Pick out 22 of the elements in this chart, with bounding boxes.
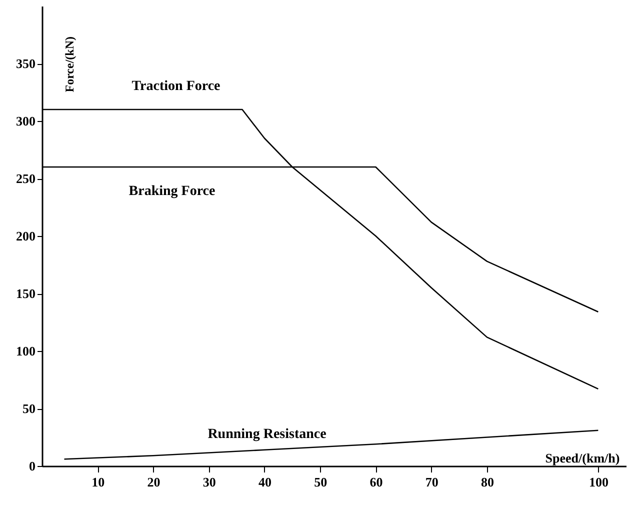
x-tick-label: 20 xyxy=(147,474,160,490)
x-tick-label: 70 xyxy=(425,474,438,490)
y-tick-label: 50 xyxy=(22,401,36,416)
y-tick-label: 0 xyxy=(29,458,36,474)
x-tick-label: 100 xyxy=(588,474,608,490)
x-tick-label: 40 xyxy=(258,474,272,490)
x-tick-label: 60 xyxy=(370,474,383,490)
y-tick-label: 250 xyxy=(16,171,36,186)
y-tick-label: 100 xyxy=(16,344,36,358)
annotation: Braking Force xyxy=(128,184,216,199)
annotation: Traction Force xyxy=(132,79,220,94)
y-axis-title: Force/(kN) xyxy=(62,36,76,92)
x-axis-title: Speed/(km/h) xyxy=(545,450,620,466)
x-tick-label: 30 xyxy=(202,474,216,490)
x-tick-label: 80 xyxy=(480,474,494,490)
y-tick-label: 150 xyxy=(16,286,36,301)
y-tick-label: 350 xyxy=(16,56,36,71)
x-tick-label: 10 xyxy=(92,474,105,490)
annotation: Running Resistance xyxy=(208,427,326,442)
y-tick-label: 200 xyxy=(16,228,36,244)
y-tick-label: 300 xyxy=(16,114,36,128)
x-tick-label: 50 xyxy=(314,474,328,490)
